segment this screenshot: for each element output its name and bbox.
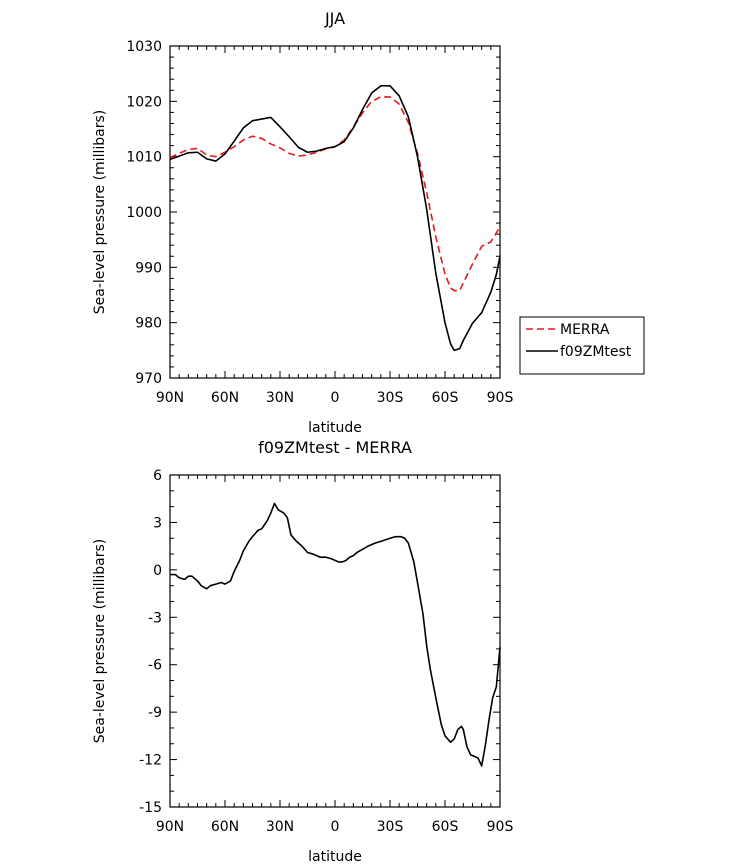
chart-top-xtick-label: 60S [432,390,459,406]
chart-bottom-title: f09ZMtest - MERRA [258,438,412,457]
chart-bottom-ytick-label: -15 [139,800,162,816]
legend: MERRA f09ZMtest [519,316,645,375]
series-f09zmtest-line [169,85,501,352]
chart-top-xtick-label: 0 [331,390,340,406]
chart-top-ytick-label: 1020 [126,94,162,110]
chart-top-xtick-label: 90N [156,390,184,406]
series-difference-line [170,502,501,767]
chart-bottom-xtick-label: 30N [266,819,294,835]
chart-bottom-ytick-label: 0 [153,563,162,579]
chart-bottom-xtick-label: 60N [211,819,239,835]
chart-top-xtick-label: 30S [377,390,404,406]
chart-top-ytick-label: 970 [135,371,162,387]
chart-bottom-xtick-label: 90S [487,819,514,835]
chart-bottom: f09ZMtest - MERRA 90N 60N 30N 0 30S 60S 90S -15 -… [92,438,513,865]
chart-top-ytick-label: 1010 [126,150,162,166]
chart-bottom-ytick-label: -3 [148,610,162,626]
legend-label-f09zmtest: f09ZMtest [560,344,632,360]
chart-top-ylabel: Sea-level pressure (millibars) [92,110,108,314]
chart-bottom-ytick-label: 3 [153,515,162,531]
legend-label-merra: MERRA [560,322,610,338]
chart-bottom-xtick-label: 30S [377,819,404,835]
chart-top-xtick-label: 60N [211,390,239,406]
chart-bottom-ylabel: Sea-level pressure (millibars) [92,539,108,743]
chart-bottom-xlabel: latitude [308,849,362,865]
chart-top-ytick-label: 980 [135,316,162,332]
chart-top: JJA 90N 60N 30N 0 30S 60S 90S 970 980 990 1000 1010 1… [92,9,645,436]
chart-top-xlabel: latitude [308,420,362,436]
chart-bottom-ytick-label: -9 [148,705,162,721]
chart-top-xtick-label: 30N [266,390,294,406]
chart-top-title: JJA [324,9,345,28]
legend-box [519,316,645,375]
chart-bottom-ytick-label: 6 [153,468,162,484]
chart-top-ytick-label: 1030 [126,39,162,55]
chart-bottom-plot-frame [169,474,501,808]
chart-top-ytick-label: 1000 [126,205,162,221]
chart-bottom-xtick-label: 60S [432,819,459,835]
chart-bottom-ytick-label: -6 [148,658,162,674]
chart-bottom-xtick-label: 0 [331,819,340,835]
chart-bottom-ytick-label: -12 [139,753,162,769]
series-merra-line [169,96,501,292]
chart-top-ytick-label: 990 [135,260,162,276]
chart-top-plot-frame [169,45,501,379]
chart-bottom-xtick-label: 90N [156,819,184,835]
chart-top-xtick-label: 90S [487,390,514,406]
